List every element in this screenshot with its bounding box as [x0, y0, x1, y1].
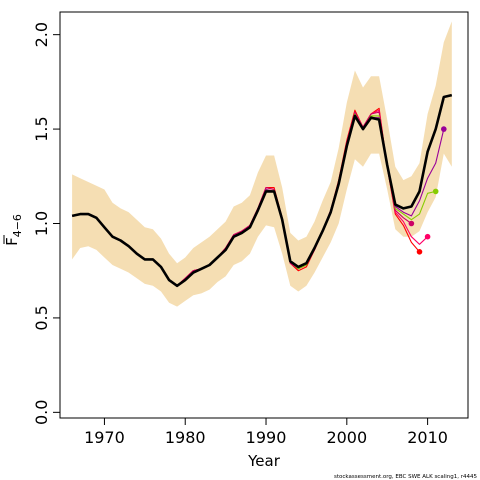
series-end-point-retro_4 — [432, 188, 439, 195]
y-tick-label: 0.5 — [32, 305, 51, 330]
x-tick-label: 2000 — [326, 428, 367, 447]
series-end-point-retro_1 — [416, 249, 423, 255]
y-tick-label: 1.0 — [32, 211, 51, 236]
y-axis-title: F4−6 — [3, 214, 24, 246]
x-tick-label: 1990 — [246, 428, 287, 447]
series-layer — [71, 93, 453, 288]
series-line-main — [71, 93, 453, 288]
series-end-point-retro_2 — [424, 233, 431, 240]
confidence-band-layer — [72, 21, 452, 307]
y-tick-label: 1.5 — [32, 116, 51, 141]
source-footnote: stockassessment.org, EBC SWE ALK scaling… — [334, 474, 477, 480]
y-axis: 0.0 0.5 1.0 1.5 2.0 — [32, 22, 61, 425]
y-tick-label: 0.0 — [32, 400, 51, 425]
x-axis: 1970 1980 1990 2000 2010 — [84, 417, 448, 447]
series-end-point-retro_3 — [408, 220, 415, 227]
x-tick-label: 2010 — [407, 428, 448, 447]
confidence-band — [72, 21, 452, 307]
series-end-point-retro_5 — [441, 126, 447, 132]
x-tick-label: 1980 — [165, 428, 206, 447]
x-tick-label: 1970 — [84, 428, 125, 447]
y-axis-title-main: F — [3, 237, 21, 246]
x-axis-title: Year — [247, 452, 281, 470]
y-axis-title-group: F4−6 — [3, 214, 24, 246]
y-axis-title-subscript: 4−6 — [11, 214, 24, 237]
end-marker-layer — [408, 126, 447, 255]
y-tick-label: 2.0 — [32, 22, 51, 47]
